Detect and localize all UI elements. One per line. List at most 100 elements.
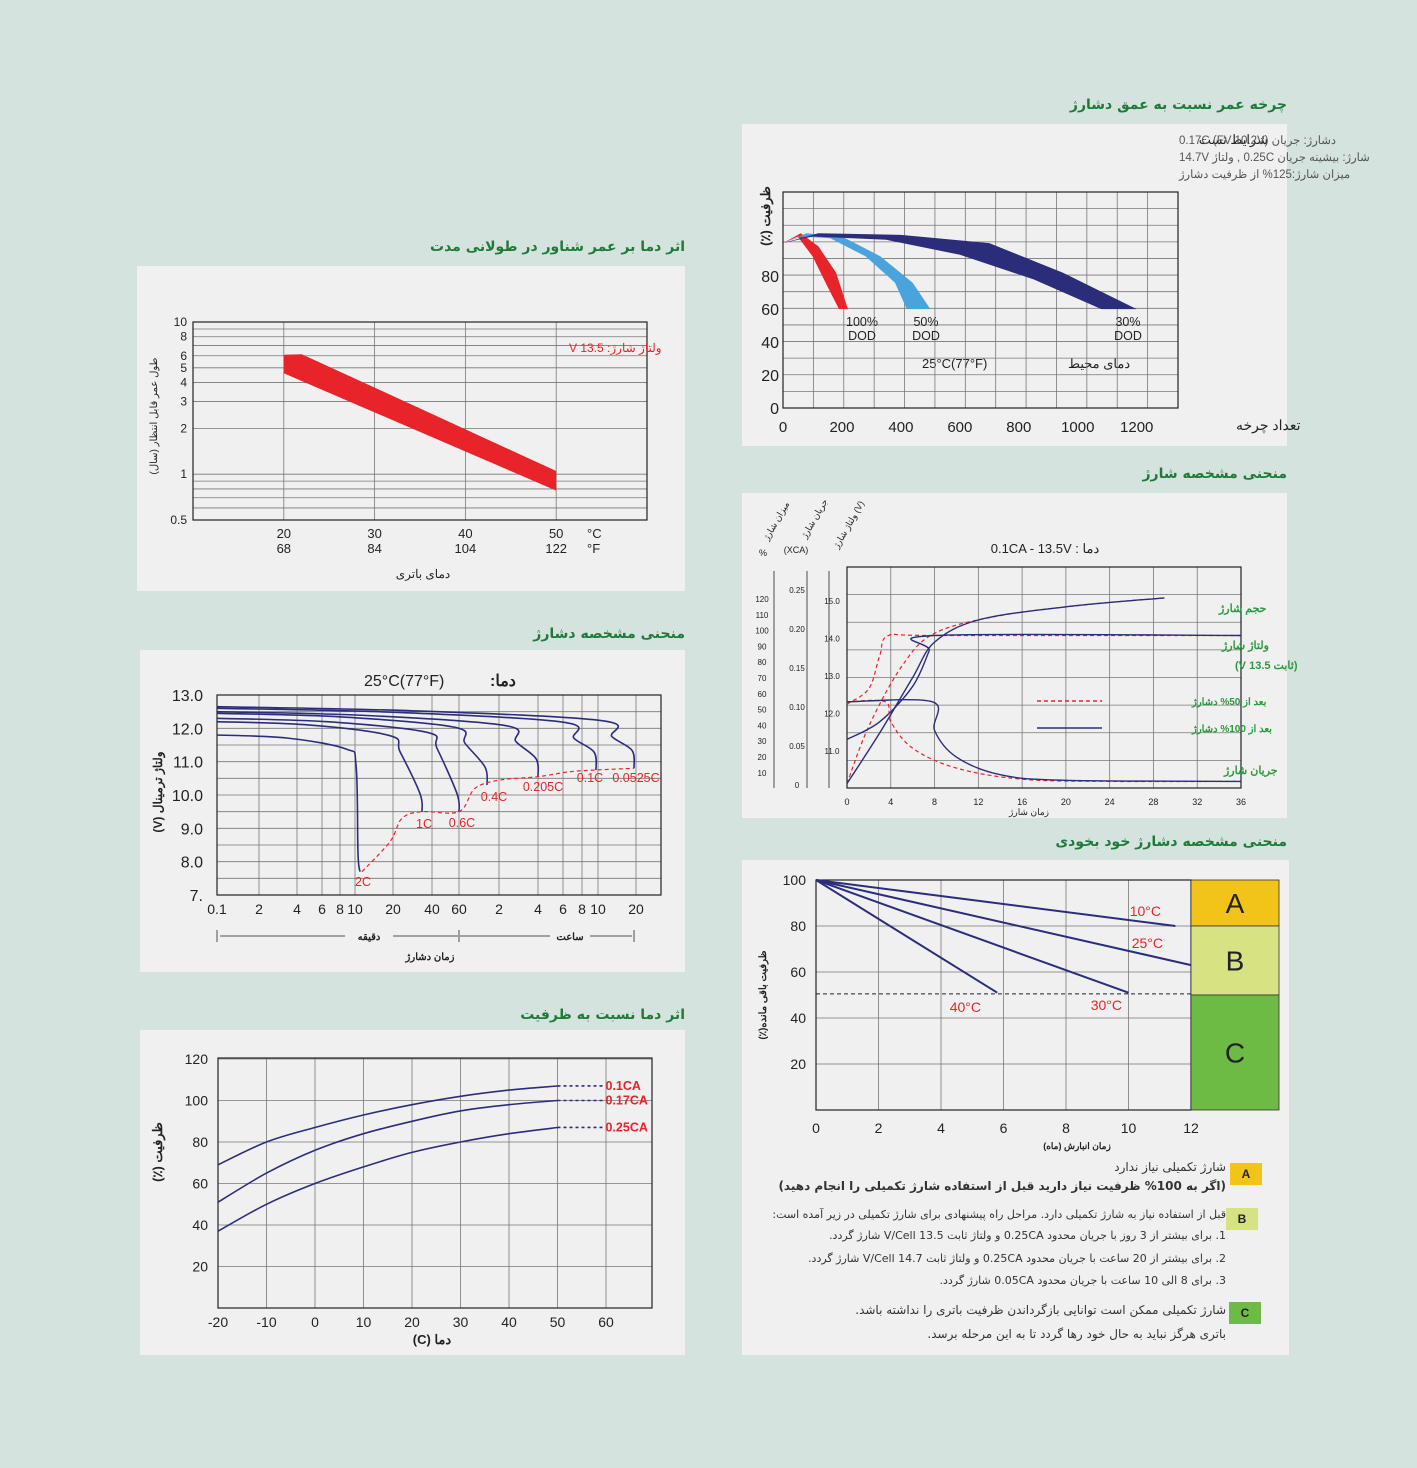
charge-voltage-50 [846, 633, 1241, 705]
sd-curve-10°C [815, 879, 1176, 927]
charge-xca-tick: 0 [795, 781, 800, 790]
discharge-x-tick: 6 [559, 901, 567, 917]
float-life-panel: 10 8 6 5 4 3 2 1 0.5 20 68 30 84 40 104 50 122 ولتاژ شار… [137, 266, 685, 591]
charge-volt-tick: 11.0 [825, 747, 841, 756]
float-y-tick: 3 [180, 395, 187, 409]
float-x-tick-f: 104 [455, 541, 477, 556]
charge-label-after50: بعد از 50% دشارژ [1191, 697, 1267, 708]
tc-ylabel: ظرفیت (٪) [150, 1122, 166, 1182]
discharge-curve-1C [216, 720, 424, 812]
sd-y-tick: 60 [790, 964, 806, 980]
discharge-y-tick: 10.0 [172, 788, 203, 805]
discharge-label-0.205C: 0.205C [523, 780, 563, 794]
charge-xca-label: (XCA) [784, 545, 809, 555]
discharge-label-0.0525C: 0.0525C [612, 771, 659, 785]
discharge-x-tick: 4 [534, 901, 542, 917]
discharge-plot-frame [216, 694, 662, 896]
charge-header-voltage: ولتاژ شارژ (V) [831, 499, 867, 551]
legend-b-line-1: قبل از استفاده نیاز به شارژ تکمیلی دارد.… [772, 1208, 1226, 1221]
charge-header-current: جریان شارژ [799, 497, 831, 541]
temp-capacity-title: اثر دما نسبت به ظرفیت [520, 1007, 685, 1023]
discharge-title: منحنی مشخصه دشارژ [533, 626, 685, 642]
float-plot-frame [192, 321, 648, 521]
float-x-tick-f: 122 [545, 541, 567, 556]
float-y-tick: 2 [180, 421, 187, 435]
discharge-label-0.4C: 0.4C [481, 790, 507, 804]
charge-pct-tick: 90 [758, 642, 767, 651]
charge-pct-tick: 30 [758, 737, 767, 746]
charge-title: منحنی مشخصه شارژ [1142, 466, 1287, 482]
float-y-tick: 4 [180, 376, 187, 390]
sd-x-tick: 2 [875, 1120, 883, 1136]
cycle-series-label-bottom: DOD [912, 329, 940, 343]
charge-x-tick: 16 [1017, 797, 1027, 807]
discharge-y-tick: 11.0 [173, 755, 203, 772]
discharge-minutes-bg [345, 929, 393, 943]
charge-current-100 [846, 698, 1242, 783]
discharge-label-2C: 2C [355, 875, 371, 889]
float-y-tick: 5 [180, 361, 187, 375]
discharge-minutes-label: دقیقه [358, 932, 381, 943]
cycle-x-tick: 1200 [1120, 419, 1153, 436]
cycle-y-tick: 40 [761, 335, 779, 352]
cycle-ambient-label: دمای محیط [1068, 356, 1130, 371]
tc-x-tick: -10 [256, 1314, 276, 1330]
charge-label-volume: حجم شارژ [1218, 603, 1267, 615]
sd-label-40°C: 40°C [950, 999, 981, 1015]
cycle-life-title: چرخه عمر نسبت به عمق دشارژ [1069, 97, 1287, 113]
float-y-tick: 0.5 [170, 513, 187, 527]
charge-pct-label: % [759, 548, 767, 558]
cycle-x-tick: 200 [829, 419, 854, 436]
charge-x-tick: 24 [1105, 797, 1115, 807]
float-ylabel: طول عمر قابل انتظار (سال) [149, 357, 160, 474]
cycle-life-panel: شرایط تست دشارژ: جریان 0.17C (FV 10.2V) … [742, 124, 1370, 446]
cycle-x-tick: 1000 [1061, 419, 1094, 436]
tc-curve-0.1CA [217, 1085, 558, 1166]
cycle-band-2 [783, 233, 931, 310]
discharge-curve-0.4C [216, 712, 489, 786]
float-x-tick-c: 20 [277, 526, 291, 541]
self-discharge-title: منحنی مشخصه دشارژ خود بخودی [1055, 834, 1287, 850]
cycle-life-chart: شرایط تست دشارژ: جریان 0.17C (FV 10.2V) … [758, 132, 1370, 436]
tc-curve-0.17CA [217, 1099, 558, 1203]
float-y-tick: 1 [180, 467, 187, 481]
charge-plot-frame [846, 566, 1242, 789]
tc-x-tick: 30 [453, 1314, 469, 1330]
discharge-x-tick: 20 [385, 901, 401, 917]
tc-y-tick: 120 [185, 1051, 209, 1067]
legend-c-line-2: باتری هرگز نباید به حال خود رها گردد تا … [927, 1327, 1226, 1341]
discharge-y-tick: 13.0 [172, 688, 203, 705]
tc-label-0.25CA: 0.25CA [606, 1120, 648, 1134]
cycle-x-tick: 600 [947, 419, 972, 436]
cycle-y-tick: 20 [761, 368, 779, 385]
sd-label-25°C: 25°C [1132, 935, 1163, 951]
float-x-tick-f: 84 [367, 541, 381, 556]
tc-xlabel: دما (C) [413, 1332, 452, 1347]
sd-zone-B [1190, 925, 1280, 996]
charge-x-tick: 32 [1192, 797, 1202, 807]
tc-y-tick: 100 [185, 1093, 209, 1109]
sd-curve-30°C [815, 879, 1129, 994]
charge-label-current: جریان شارژ [1223, 765, 1278, 777]
cycle-y-tick: 80 [761, 269, 779, 286]
tc-x-tick: 60 [598, 1314, 614, 1330]
tc-x-tick: -20 [208, 1314, 228, 1330]
charge-x-tick: 20 [1061, 797, 1071, 807]
charge-pct-tick: 110 [756, 611, 769, 620]
tc-y-tick: 60 [192, 1176, 208, 1192]
discharge-title-label: دما: [490, 673, 516, 690]
legend-b-line-4: 3. برای 8 الی 10 ساعت با جریان محدود 0.0… [939, 1274, 1226, 1287]
sd-label-30°C: 30°C [1091, 997, 1122, 1013]
float-x-tick-f: 68 [277, 541, 291, 556]
discharge-label-0.6C: 0.6C [449, 816, 475, 830]
float-annotation: ولتاژ شارژ: 13.5 V [569, 341, 662, 355]
sd-ylabel: ظرفیت باقی مانده(٪) [758, 950, 769, 1039]
charge-pct-tick: 70 [758, 674, 767, 683]
sd-label-10°C: 10°C [1130, 903, 1161, 919]
cycle-condition-2: شارژ: بیشینه جریان 0.25C , ولتاژ 14.7V [1179, 151, 1370, 164]
float-x-tick-c: 30 [367, 526, 381, 541]
discharge-x-tick: 6 [318, 901, 326, 917]
